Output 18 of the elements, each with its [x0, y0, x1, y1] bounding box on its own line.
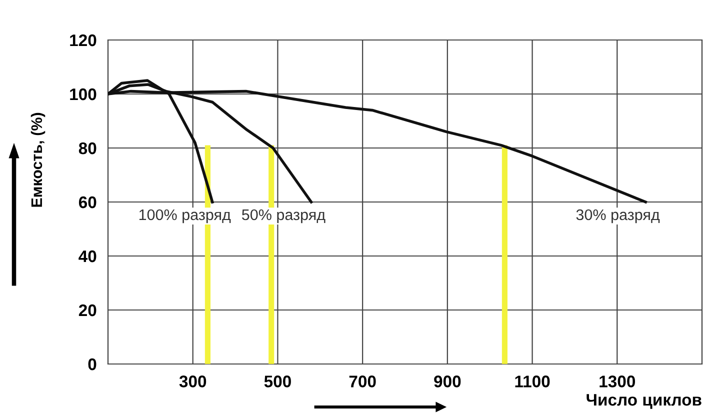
annotation: 50% разряд [242, 209, 326, 224]
y-axis-title: Емкость, (%) [30, 112, 46, 207]
y-tick-label: 40 [78, 250, 96, 262]
x-axis-title: Число циклов [586, 394, 702, 409]
y-tick-label: 20 [78, 304, 96, 316]
x-tick-label: 500 [264, 376, 291, 388]
x-tick-label: 900 [434, 376, 461, 388]
y-tick-label: 100 [70, 88, 96, 100]
x-tick-label: 1300 [600, 376, 635, 388]
y-tick-label: 80 [78, 142, 96, 154]
y-tick-label: 120 [70, 34, 96, 46]
y-tick-label: 0 [88, 358, 96, 370]
x-tick-label: 1100 [515, 376, 550, 388]
x-tick-label: 700 [349, 376, 376, 388]
annotation: 30% разряд [576, 209, 660, 224]
annotation: 100% разряд [139, 209, 231, 224]
x-tick-label: 300 [179, 376, 206, 388]
y-tick-label: 60 [78, 196, 96, 208]
